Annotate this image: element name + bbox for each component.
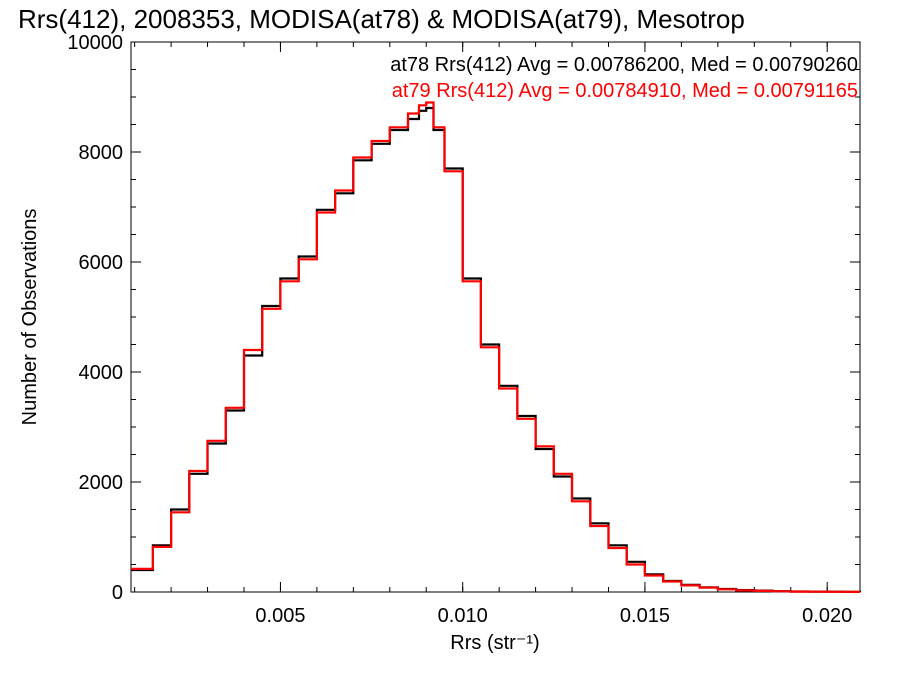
y-tick-label: 0 xyxy=(112,582,123,604)
annotation-at79: at79 Rrs(412) Avg = 0.00784910, Med = 0.… xyxy=(392,80,858,102)
series-layer xyxy=(131,101,862,593)
y-tick-label: 4000 xyxy=(79,362,124,384)
x-tick-label: 0.010 xyxy=(438,605,488,627)
y-tick-label: 2000 xyxy=(79,472,124,494)
series-at79-line xyxy=(131,101,860,593)
y-tick-label: 6000 xyxy=(79,252,124,274)
y-axis-label: Number of Observations xyxy=(19,209,41,426)
x-axis: 0.005 0.010 0.015 0.020 xyxy=(134,42,852,627)
x-axis-label: Rrs (str⁻¹) xyxy=(450,632,539,654)
annotation-at78: at78 Rrs(412) Avg = 0.00786200, Med = 0.… xyxy=(390,54,858,76)
x-tick-label: 0.015 xyxy=(620,605,670,627)
x-tick-label: 0.005 xyxy=(255,605,305,627)
series-at78-line xyxy=(131,106,862,593)
x-tick-label: 0.020 xyxy=(802,605,852,627)
chart-title: Rrs(412), 2008353, MODISA(at78) & MODISA… xyxy=(18,4,745,34)
y-tick-label: 10000 xyxy=(67,32,123,54)
plot-frame xyxy=(130,41,861,593)
y-axis: 0 2000 4000 6000 8000 10000 xyxy=(67,32,860,604)
y-tick-label: 8000 xyxy=(79,142,124,164)
